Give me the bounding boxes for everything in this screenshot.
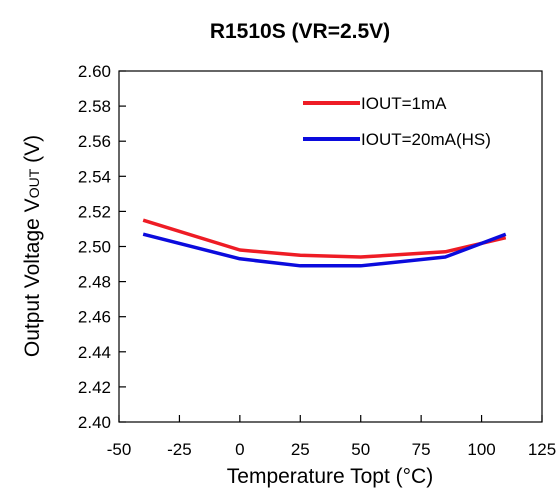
y-tick-label: 2.42 [78,378,111,397]
x-tick-label: 25 [291,440,310,459]
series-line-1 [142,218,507,259]
legend-label-2: IOUT=20mA(HS) [361,130,491,149]
y-tick-label: 2.58 [78,97,111,116]
legend-label-1: IOUT=1mA [361,94,447,113]
x-tick-label: 0 [235,440,244,459]
y-tick-label: 2.44 [78,343,111,362]
y-tick-label: 2.56 [78,132,111,151]
series-group [142,218,507,268]
x-tick-label: -25 [167,440,192,459]
series-line-2 [142,232,507,268]
y-tick-label: 2.48 [78,273,111,292]
chart-title: R1510S (VR=2.5V) [210,20,390,43]
y-tick-label: 2.60 [78,62,111,81]
y-tick-label: 2.40 [78,413,111,432]
y-axis-label: Output Voltage VOUT (V) [21,135,44,357]
y-tick-label: 2.50 [78,238,111,257]
y-tick-label: 2.46 [78,308,111,327]
x-axis: -50 -25 0 25 50 75 100 125 [107,415,556,459]
x-tick-label: 100 [467,440,495,459]
legend: IOUT=1mA IOUT=20mA(HS) [303,94,491,149]
y-axis-label-unit: (V) [21,135,44,169]
x-tick-label: 125 [528,440,556,459]
y-tick-label: 2.52 [78,202,111,221]
y-tick-label: 2.54 [78,167,111,186]
x-axis-label: Temperature Topt (°C) [227,465,433,488]
x-tick-label: -50 [107,440,132,459]
x-tick-label: 50 [351,440,370,459]
x-tick-label: 75 [412,440,431,459]
y-axis-label-main: Output Voltage V [21,198,44,357]
plot-area [118,70,543,423]
y-axis: 2.40 2.42 2.44 2.46 2.48 2.50 2.52 2.54 2.56 2.58… [78,62,126,432]
y-axis-label-subscript: OUT [26,168,42,198]
